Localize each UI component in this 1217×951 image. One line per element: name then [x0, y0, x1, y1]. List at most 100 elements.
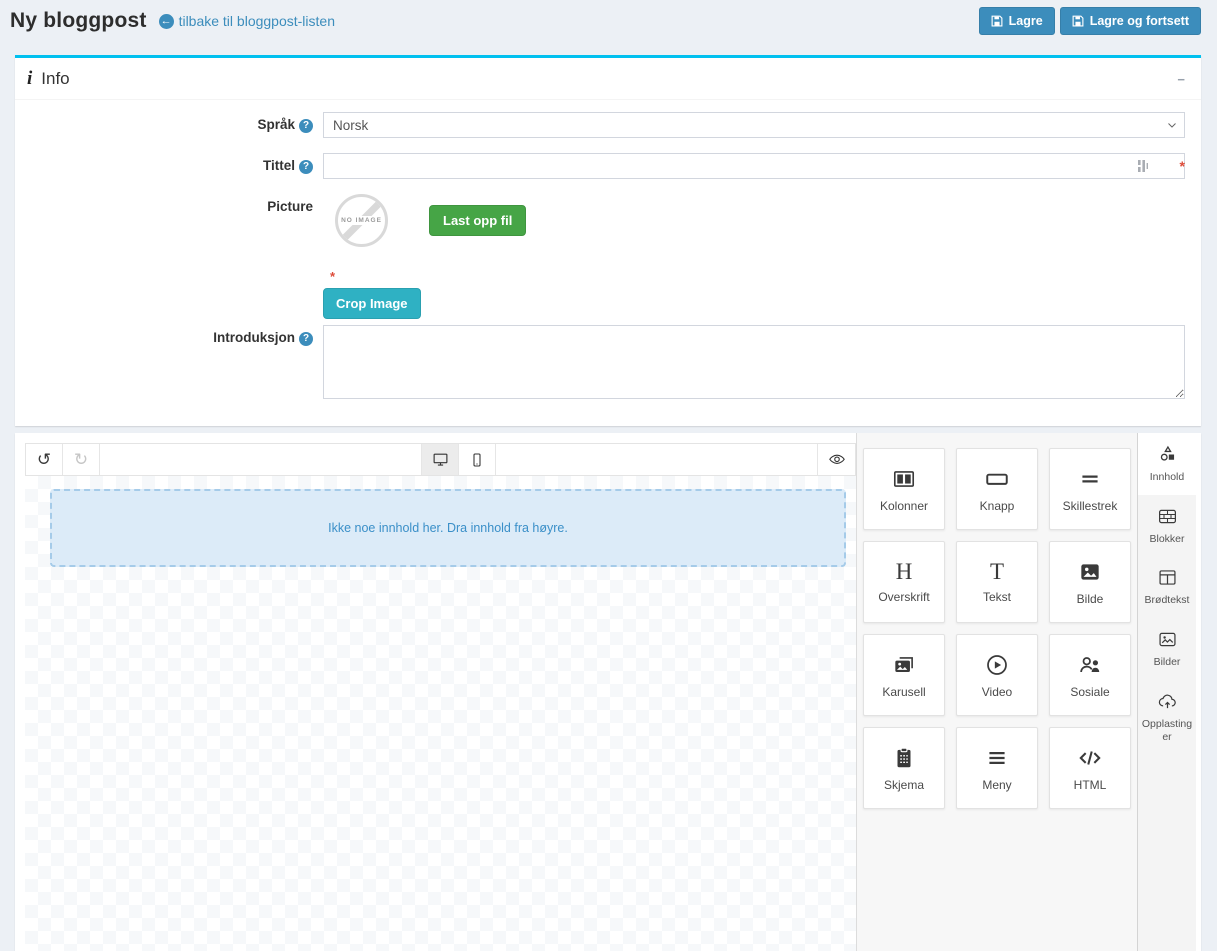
- picture-label: Picture: [267, 199, 313, 214]
- palette-item-label: Tekst: [982, 590, 1011, 604]
- toolbar-spacer: [100, 444, 422, 475]
- palette-item-label: Video: [981, 684, 1013, 699]
- palette-item-knapp[interactable]: Knapp: [956, 448, 1038, 530]
- divider-icon: [1082, 475, 1098, 482]
- palette-item-skjema[interactable]: Skjema: [863, 727, 945, 809]
- language-row: Språk? Norsk: [31, 112, 1185, 138]
- palette-item-label: Sosiale: [1070, 684, 1110, 699]
- video-icon: [987, 654, 1007, 675]
- palette-item-tekst[interactable]: T Tekst: [956, 541, 1038, 623]
- tab-blokker[interactable]: Blokker: [1138, 495, 1196, 557]
- info-panel: i Info − Språk? Norsk Tittel? *: [15, 55, 1201, 426]
- no-image-label: NO IMAGE: [339, 216, 384, 225]
- intro-label: Introduksjon?: [31, 325, 323, 402]
- page-header: Ny bloggpost ← tilbake til bloggpost-lis…: [0, 0, 1217, 42]
- palette-item-sosiale[interactable]: Sosiale: [1049, 634, 1131, 716]
- language-select[interactable]: Norsk: [323, 112, 1185, 138]
- image-icon: [1081, 563, 1099, 580]
- collapse-panel-button[interactable]: −: [1177, 71, 1185, 87]
- info-panel-header: i Info −: [15, 58, 1201, 100]
- html-icon: [1079, 750, 1101, 765]
- mobile-view-button[interactable]: [459, 444, 496, 475]
- back-circle-icon: ←: [158, 13, 174, 29]
- palette-item-kolonner[interactable]: Kolonner: [863, 448, 945, 530]
- shapes-icon: [1160, 445, 1174, 461]
- help-icon[interactable]: ?: [299, 160, 313, 174]
- back-to-list-link[interactable]: ← tilbake til bloggpost-listen: [158, 13, 335, 29]
- save-continue-button-label: Lagre og fortsett: [1089, 14, 1189, 28]
- palette-item-meny[interactable]: Meny: [956, 727, 1038, 809]
- title-label: Tittel?: [31, 153, 323, 179]
- tab-opplastinger[interactable]: Opplastinger: [1138, 680, 1196, 755]
- mobile-icon: [473, 452, 481, 467]
- palette-item-label: Knapp: [979, 498, 1015, 513]
- required-marker: *: [1179, 158, 1185, 174]
- palette-item-overskrift[interactable]: H Tekst Overskrift: [863, 541, 945, 623]
- undo-button[interactable]: ↺: [26, 444, 63, 475]
- header-actions: Lagre Lagre og fortsett: [978, 7, 1201, 35]
- save-button-label: Lagre: [1008, 14, 1043, 28]
- builder-sidebar: Kolonner Knapp Skillestrek H Tekst Overs…: [856, 433, 1196, 951]
- intro-textarea[interactable]: [323, 325, 1185, 399]
- tab-label: Blokker: [1149, 532, 1185, 545]
- save-and-continue-button[interactable]: Lagre og fortsett: [1059, 7, 1201, 35]
- title-input[interactable]: [323, 153, 1185, 179]
- body-layout-icon: [1158, 570, 1176, 585]
- picture-row: Picture NO IMAGE Last opp fil * Crop Ima…: [31, 194, 1185, 319]
- desktop-view-button[interactable]: [422, 444, 459, 475]
- info-panel-body: Språk? Norsk Tittel? * Picture: [15, 100, 1201, 426]
- tab-label: Opplastinger: [1141, 717, 1193, 744]
- palette-item-label: Karusell: [882, 684, 926, 699]
- tab-innhold[interactable]: Innhold: [1138, 433, 1196, 495]
- palette-item-video[interactable]: Video: [956, 634, 1038, 716]
- tab-label: Innhold: [1149, 471, 1185, 483]
- picture-field: NO IMAGE Last opp fil * Crop Image: [323, 194, 1185, 319]
- bricks-icon: [1158, 509, 1176, 523]
- crop-image-button[interactable]: Crop Image: [323, 288, 421, 319]
- palette-item-label: HTML: [1073, 777, 1107, 792]
- palette-item-label: Kolonner: [879, 498, 929, 513]
- tab-label: Brødtekst: [1144, 594, 1190, 607]
- palette-item-label: Overskrift: [878, 590, 930, 604]
- upload-file-button[interactable]: Last opp fil: [429, 205, 527, 236]
- palette-item-label: Bilde: [1076, 591, 1104, 606]
- redo-button[interactable]: ↻: [63, 444, 100, 475]
- title-row: Tittel? *: [31, 153, 1185, 179]
- palette-item-html[interactable]: HTML: [1049, 727, 1131, 809]
- info-panel-title: Info: [41, 69, 70, 88]
- page-builder-panel: ↺ ↻ Ikke noe innhold her. Dra innhold fr…: [15, 433, 1201, 951]
- tab-brodtekst[interactable]: Brødtekst: [1138, 556, 1196, 618]
- tab-bilder[interactable]: Bilder: [1138, 618, 1196, 680]
- empty-dropzone[interactable]: Ikke noe innhold her. Dra innhold fra hø…: [50, 489, 846, 567]
- undo-icon: ↺: [36, 450, 52, 469]
- crop-image-label: Crop Image: [336, 296, 408, 311]
- cloud-upload-icon: [1158, 694, 1176, 708]
- content-palette: Kolonner Knapp Skillestrek H Tekst Overs…: [857, 433, 1137, 951]
- save-button[interactable]: Lagre: [978, 7, 1055, 35]
- intro-field: [323, 325, 1185, 402]
- toolbar-spacer: [496, 444, 818, 475]
- redo-icon: ↻: [73, 450, 89, 469]
- floppy-icon: [991, 15, 1003, 27]
- columns-icon: [893, 470, 915, 487]
- builder-canvas[interactable]: Ikke noe innhold her. Dra innhold fra hø…: [25, 476, 856, 951]
- preview-button[interactable]: [818, 444, 855, 475]
- help-icon[interactable]: ?: [299, 119, 313, 133]
- images-icon: [1158, 632, 1176, 647]
- builder-toolbar: ↺ ↻: [25, 443, 856, 476]
- button-icon: [986, 473, 1008, 485]
- palette-item-label: Skjema: [883, 777, 924, 792]
- social-icon: [1080, 656, 1100, 672]
- dropzone-message: Ikke noe innhold her. Dra innhold fra hø…: [328, 521, 568, 535]
- intro-row: Introduksjon?: [31, 325, 1185, 402]
- palette-item-skillestrek[interactable]: Skillestrek: [1049, 448, 1131, 530]
- palette-item-karusell[interactable]: Karusell: [863, 634, 945, 716]
- palette-item-label: Skillestrek: [1062, 498, 1118, 513]
- sidebar-tabstrip: Innhold Blokker Brødtekst Bilder Opplast…: [1137, 433, 1196, 951]
- floppy-icon: [1072, 15, 1084, 27]
- help-icon[interactable]: ?: [299, 332, 313, 346]
- page-title: Ny bloggpost: [10, 9, 147, 32]
- required-marker: *: [330, 269, 336, 284]
- language-field: Norsk: [323, 112, 1185, 138]
- palette-item-bilde[interactable]: Bilde: [1049, 541, 1131, 623]
